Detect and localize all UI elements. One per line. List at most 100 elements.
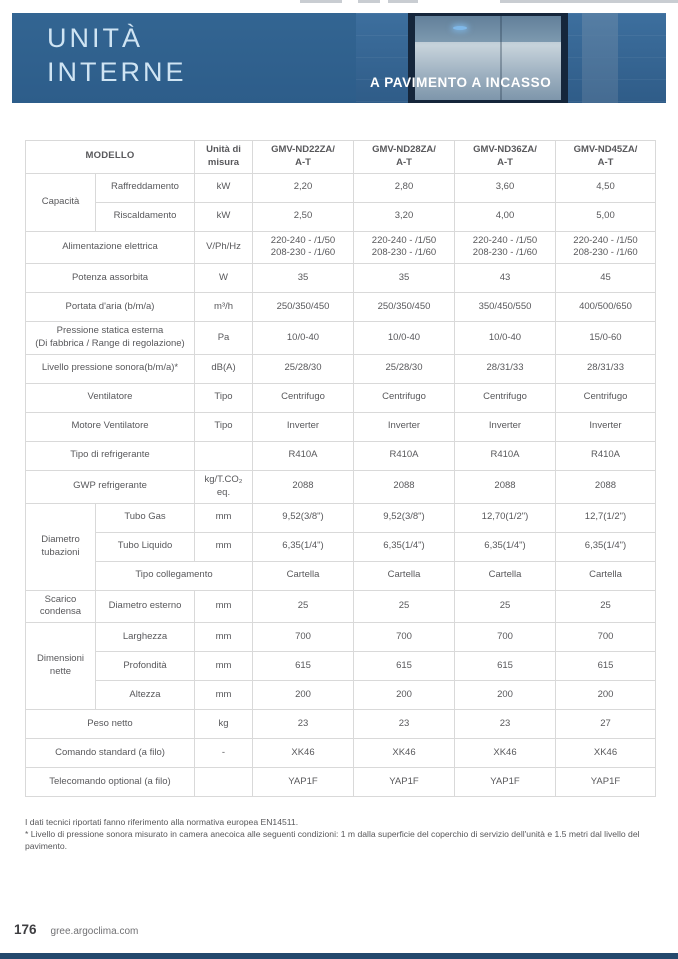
row-label: Larghezza [95, 622, 195, 653]
unit-header: Unità di misura [194, 140, 253, 174]
model-header-1: GMV-ND22ZA/ A-T [252, 140, 354, 174]
row-value: 9,52(3/8") [353, 502, 455, 533]
row-value: 700 [353, 622, 455, 653]
row-unit: mm [194, 622, 253, 653]
shelf-edge [499, 16, 502, 100]
row-value: YAP1F [353, 767, 455, 798]
row-label: Riscaldamento [95, 201, 195, 232]
page-footer: 176 gree.argoclima.com [14, 922, 138, 937]
row-value: YAP1F [252, 767, 354, 798]
row-value: 6,35(1/4") [252, 531, 354, 562]
row-label: Peso netto [25, 709, 195, 740]
model-name: GMV-ND45ZA/ [573, 144, 638, 155]
footnotes: I dati tecnici riportati fanno riferimen… [25, 816, 665, 852]
header-banner: UNITÀ INTERNE A PAVIMENTO A INCASSO [12, 13, 666, 103]
row-unit: mm [194, 531, 253, 562]
row-value: 615 [252, 651, 354, 682]
modello-header: MODELLO [25, 140, 195, 174]
row-value: 350/450/550 [454, 292, 556, 323]
top-bleed-mark [358, 0, 380, 3]
row-value: Cartella [252, 560, 354, 591]
row-unit [194, 440, 253, 471]
row-value: Inverter [555, 411, 656, 442]
footnote-line: I dati tecnici riportati fanno riferimen… [25, 817, 299, 827]
table-row: Alimentazione elettrica V/Ph/Hz 220-240 - … [25, 230, 656, 265]
row-value: 6,35(1/4") [353, 531, 455, 562]
row-value: 250/350/450 [252, 292, 354, 323]
website-url: gree.argoclima.com [50, 926, 139, 937]
row-value: 43 [454, 263, 556, 294]
table-row: Altezza mm 200 200 200 200 [26, 680, 656, 711]
row-value: 10/0-40 [454, 321, 556, 355]
row-unit: dB(A) [194, 353, 253, 384]
row-value: 5,00 [555, 201, 656, 232]
row-value: 27 [555, 709, 656, 740]
row-value: 12,7(1/2") [555, 502, 656, 533]
spec-table: MODELLO Unità di misura GMV-ND22ZA/ A-T … [25, 140, 656, 798]
row-value: 23 [353, 709, 455, 740]
row-value: 250/350/450 [353, 292, 455, 323]
row-value: 220-240 - /1/50 208-230 - /1/60 [454, 230, 556, 265]
row-value: 2,80 [353, 172, 455, 203]
model-name: GMV-ND22ZA/ [271, 144, 335, 155]
section-subtitle: A PAVIMENTO A INCASSO [370, 75, 552, 90]
row-value: XK46 [252, 738, 354, 769]
row-value: Centrifugo [353, 382, 455, 413]
table-row: Tipo di refrigerante R410A R410A R410A R410A [25, 440, 656, 471]
row-value: 200 [252, 680, 354, 711]
row-unit: W [194, 263, 253, 294]
row-value: XK46 [454, 738, 556, 769]
row-value: 700 [555, 622, 656, 653]
row-value: Inverter [252, 411, 354, 442]
row-unit: Tipo [194, 411, 253, 442]
table-row: Diametro tubazioni Tubo Gas mm 9,52(3/8") 9,… [25, 502, 656, 591]
row-group-label: Scarico condensa [25, 589, 96, 624]
row-label: Pressione statica esterna (Di fabbrica / … [25, 321, 195, 355]
table-row: Pressione statica esterna (Di fabbrica / … [25, 321, 656, 355]
row-label: Tubo Liquido [95, 531, 195, 562]
top-bleed-mark [388, 0, 418, 3]
row-unit: V/Ph/Hz [194, 230, 253, 265]
top-bleed-mark [300, 0, 342, 3]
row-value: YAP1F [555, 767, 656, 798]
row-value: 2088 [555, 469, 656, 504]
row-value: 28/31/33 [555, 353, 656, 384]
row-value: 15/0-60 [555, 321, 656, 355]
row-label: Profondità [95, 651, 195, 682]
row-unit [194, 767, 253, 798]
table-row: Peso netto kg 23 23 23 27 [25, 709, 656, 740]
row-value: R410A [252, 440, 354, 471]
row-unit: kg/T.CO₂ eq. [194, 469, 253, 504]
row-value: 35 [252, 263, 354, 294]
model-suffix: A-T [497, 156, 513, 168]
model-suffix: A-T [597, 156, 614, 168]
row-value: 615 [353, 651, 455, 682]
row-value: 2088 [454, 469, 556, 504]
row-value: 200 [353, 680, 455, 711]
table-row: Livello pressione sonora(b/m/a)* dB(A) 25/… [25, 353, 656, 384]
row-group-label: Capacità [25, 172, 96, 232]
table-row: Motore Ventilatore Tipo Inverter Inverter In… [25, 411, 656, 442]
row-value: 10/0-40 [353, 321, 455, 355]
row-value: 45 [555, 263, 656, 294]
row-value: 25 [353, 589, 455, 624]
row-label: Comando standard (a filo) [25, 738, 195, 769]
row-value: 700 [454, 622, 556, 653]
row-value: Centrifugo [454, 382, 556, 413]
row-value: Cartella [454, 560, 556, 591]
row-label: Tipo collegamento [95, 560, 253, 591]
row-value: 2088 [252, 469, 354, 504]
row-value: R410A [353, 440, 455, 471]
row-value: 700 [252, 622, 354, 653]
row-label: Tubo Gas [95, 502, 195, 533]
row-label: Motore Ventilatore [25, 411, 195, 442]
row-value: 25/28/30 [353, 353, 455, 384]
row-value: 400/500/650 [555, 292, 656, 323]
row-label: Diametro esterno [95, 589, 195, 624]
row-value: 2,50 [252, 201, 354, 232]
table-row: Ventilatore Tipo Centrifugo Centrifugo Centr… [25, 382, 656, 413]
top-bleed-mark [500, 0, 678, 3]
model-name: GMV-ND36ZA/ [473, 144, 537, 155]
model-header-2: GMV-ND28ZA/ A-T [353, 140, 455, 174]
row-value: 25 [454, 589, 556, 624]
